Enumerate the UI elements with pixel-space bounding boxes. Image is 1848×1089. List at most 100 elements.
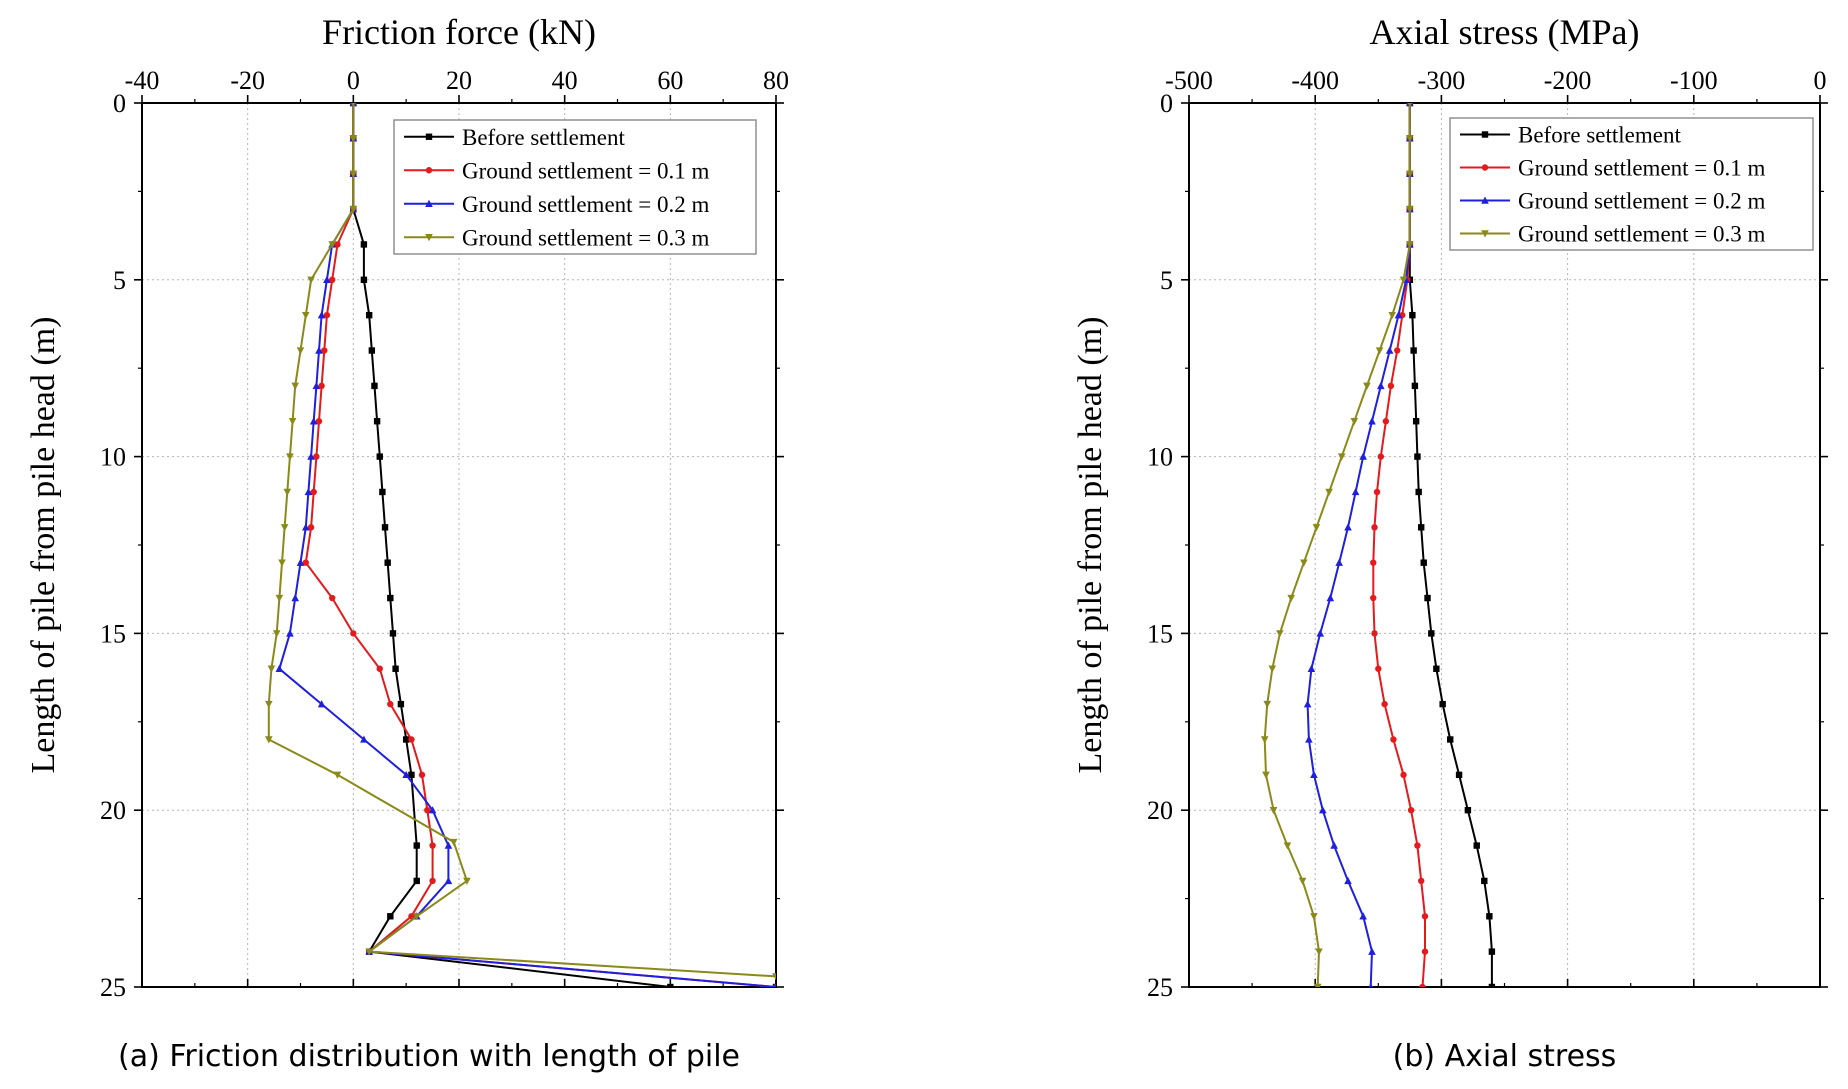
data-point [1428,630,1435,637]
data-point [1337,453,1346,461]
data-point [1368,417,1376,425]
data-point [368,347,376,354]
legend-entry: Before settlement [1518,123,1681,148]
data-point [408,736,415,743]
data-point [351,103,356,107]
data-point [360,241,368,248]
data-point [329,276,336,283]
x-tick-label: 0 [1814,66,1827,95]
data-point [280,524,289,532]
data-point [1344,523,1352,531]
data-point [1415,488,1422,496]
grid [142,103,776,987]
legend-swatch-marker [1481,131,1489,138]
x-tick-label: -400 [1291,66,1339,95]
y-tick-label: 25 [1147,973,1173,1002]
series-group [1260,103,1496,987]
data-point [1371,630,1378,637]
data-point [1312,524,1321,532]
data-point [360,735,368,743]
y-axis-label: Length of pile from pile head (m) [25,317,62,774]
data-point [463,877,471,885]
data-point [1344,876,1352,885]
data-point [389,630,397,637]
data-point [307,452,315,460]
data-point [1424,594,1431,602]
data-point [1418,877,1425,885]
data-point [1406,170,1414,178]
y-tick-label: 20 [1147,796,1173,825]
data-point [1368,983,1373,987]
data-point [278,559,286,567]
data-point [1382,418,1390,425]
x-tick-label: -300 [1418,66,1466,95]
data-point [1316,629,1325,637]
data-point [1283,842,1292,850]
data-point [1375,665,1382,672]
data-point [312,381,321,390]
data-point [329,594,336,602]
data-point [1350,418,1359,426]
data-point [1262,771,1270,779]
data-point [1373,488,1381,496]
legend-swatch-marker [425,133,433,140]
data-point [1390,736,1397,743]
data-point [1313,983,1322,987]
caption: (a) Friction distribution with length of… [118,1039,740,1074]
data-point [302,559,309,566]
legend-swatch-marker [1481,164,1489,171]
legend-swatch-marker [425,199,433,207]
data-point [323,311,331,319]
data-point [315,346,323,354]
data-point [1310,913,1318,921]
data-point [1260,736,1269,744]
x-tick-label: 40 [552,66,578,95]
legend: Before settlement Ground settlement = 0.1… [393,119,757,255]
data-point [379,488,386,496]
data-point [1388,311,1396,320]
data-point [1268,665,1277,673]
y-axis: 0 5 10 15 20 25 [1147,89,1828,1002]
data-point [1414,842,1421,849]
data-point [444,841,453,849]
legend-entry: Ground settlement = 0.3 m [1518,222,1766,247]
legend-entry: Before settlement [462,125,625,150]
data-point [1407,103,1412,107]
y-tick-label: 20 [100,796,126,825]
data-point [1375,347,1384,355]
data-point [1481,877,1488,885]
data-point [384,559,391,566]
series-group [265,103,776,987]
data-point [317,700,326,708]
data-point [1359,452,1367,460]
data-point [286,453,294,461]
x-tick-label: 80 [763,66,789,95]
data-point [1455,771,1463,779]
data-point [1410,347,1417,354]
data-point [1305,735,1313,743]
data-point [296,558,305,566]
data-point [1439,700,1446,708]
data-point [333,771,342,779]
data-point [424,807,431,814]
data-point [1412,418,1420,425]
data-point [301,311,310,320]
data-point [1377,381,1385,390]
y-tick-label: 10 [1147,443,1173,472]
data-point [349,205,358,214]
data-point [265,736,273,744]
chart-title: Axial stress (MPa) [1370,12,1640,52]
data-point [1447,736,1454,743]
data-point [334,241,341,248]
data-point [291,594,300,602]
x-tick-label: -40 [125,66,160,95]
y-tick-label: 10 [100,443,126,472]
data-point [323,275,331,283]
y-tick-label: 25 [100,973,126,1002]
data-point [371,382,378,390]
data-point [296,347,305,355]
data-point [381,524,389,531]
data-point [402,770,410,779]
data-point [349,135,358,143]
